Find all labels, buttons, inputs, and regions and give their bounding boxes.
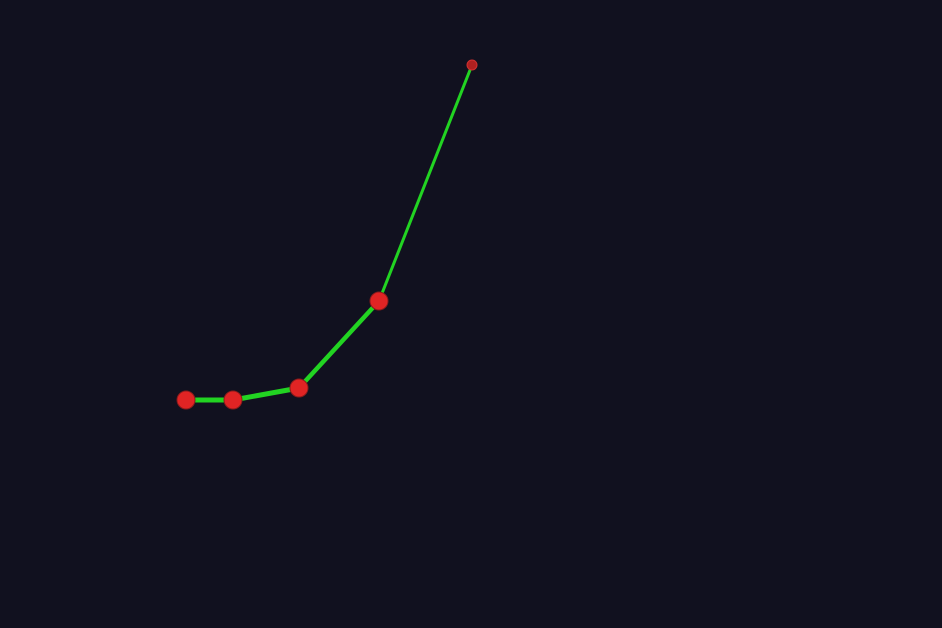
- anchor-node: [466, 59, 478, 71]
- link: [377, 63, 474, 303]
- node: [369, 291, 389, 311]
- link: [230, 385, 302, 403]
- chain-nodes: [176, 59, 478, 410]
- node: [223, 390, 243, 410]
- node: [289, 378, 309, 398]
- link: [296, 298, 382, 391]
- node: [176, 390, 196, 410]
